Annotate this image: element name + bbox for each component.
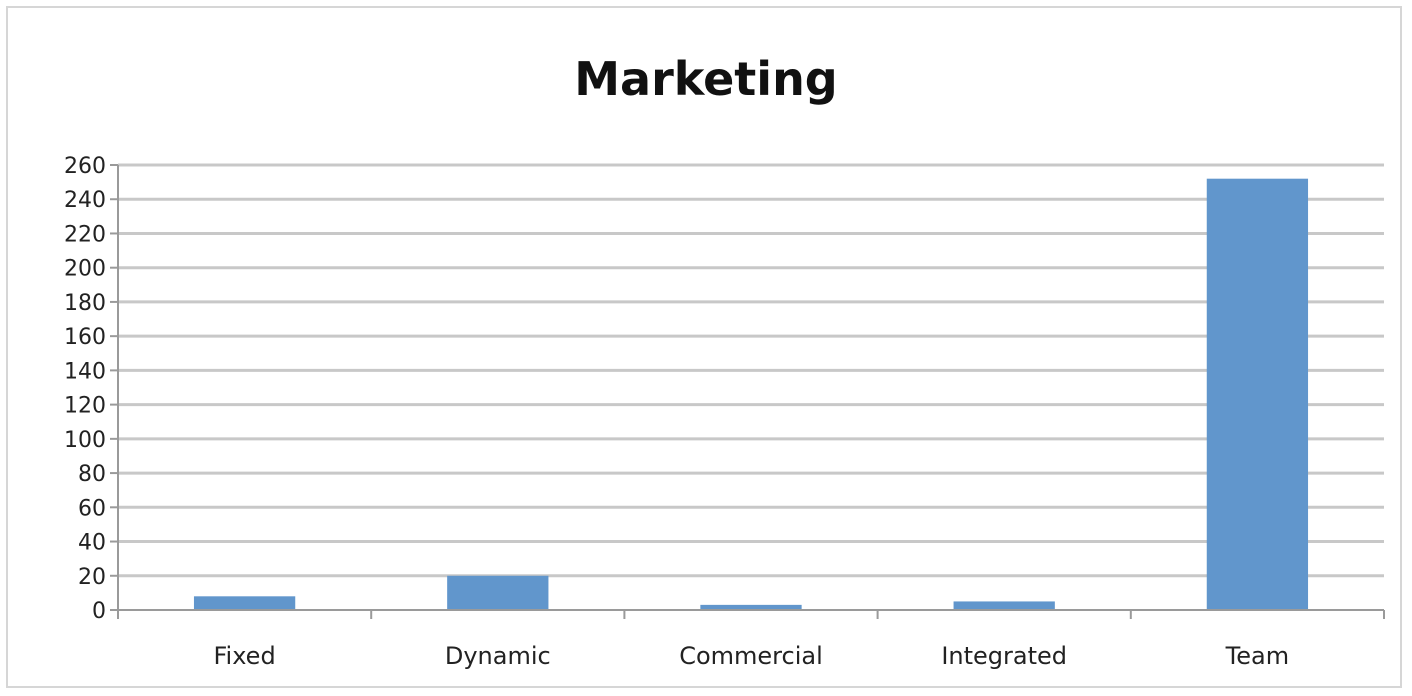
y-axis-ticks: 0 20 40 60 80 100 120 140 160 180 200 220 240 260 bbox=[64, 154, 118, 624]
x-tick-label: Fixed bbox=[213, 642, 275, 670]
bar-team bbox=[1206, 178, 1309, 610]
x-axis bbox=[117, 165, 1385, 619]
y-tick-label: 140 bbox=[64, 359, 106, 384]
y-tick-label: 240 bbox=[64, 188, 106, 213]
y-tick-label: 260 bbox=[64, 154, 106, 179]
bars bbox=[193, 178, 1309, 610]
x-tick-label: Commercial bbox=[679, 642, 823, 670]
bar-fixed bbox=[193, 596, 296, 610]
y-tick-label: 60 bbox=[78, 496, 106, 521]
chart-title: Marketing bbox=[574, 52, 838, 106]
y-tick-label: 0 bbox=[92, 599, 106, 624]
bar-integrated bbox=[953, 601, 1055, 610]
y-tick-label: 200 bbox=[64, 257, 106, 282]
y-tick-label: 40 bbox=[78, 531, 106, 556]
y-tick-label: 160 bbox=[64, 325, 106, 350]
gridlines bbox=[118, 163, 1384, 578]
y-tick-label: 20 bbox=[78, 565, 106, 590]
y-tick-label: 100 bbox=[64, 428, 106, 453]
x-axis-labels: Fixed Dynamic Commercial Integrated Team bbox=[213, 642, 1289, 670]
x-tick-label: Dynamic bbox=[445, 642, 551, 670]
y-tick-label: 120 bbox=[64, 394, 106, 419]
x-tick-label: Team bbox=[1225, 642, 1289, 670]
bar-commercial bbox=[700, 604, 802, 610]
y-tick-label: 220 bbox=[64, 222, 106, 247]
y-tick-label: 80 bbox=[78, 462, 106, 487]
x-tick-label: Integrated bbox=[941, 642, 1067, 670]
bar-dynamic bbox=[447, 575, 549, 610]
y-tick-label: 180 bbox=[64, 291, 106, 316]
